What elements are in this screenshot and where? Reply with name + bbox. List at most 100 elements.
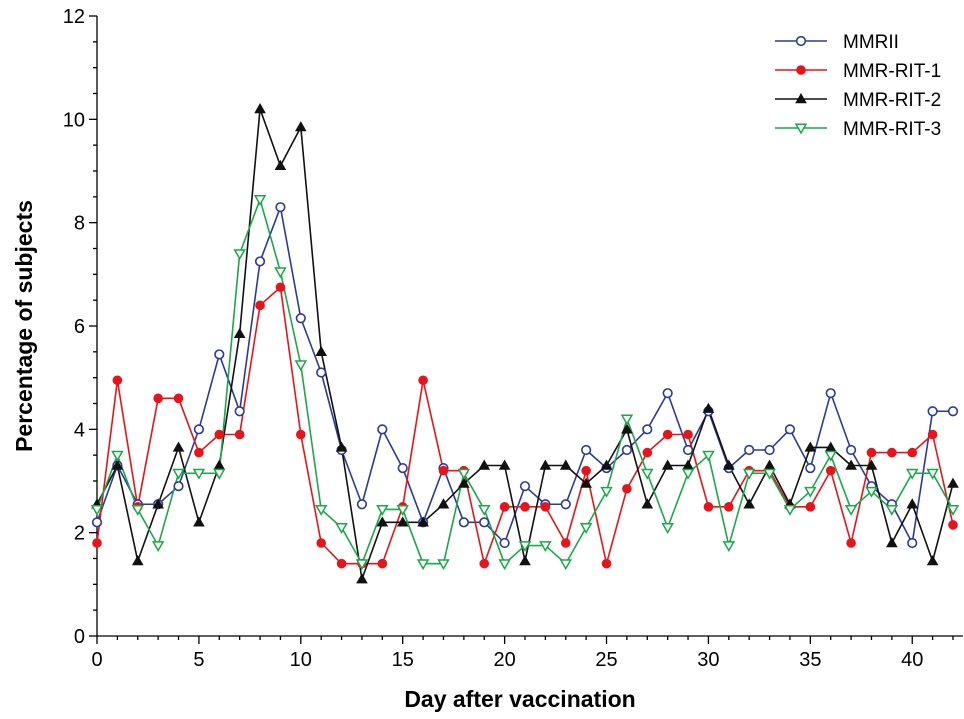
data-point xyxy=(844,504,858,516)
data-point xyxy=(397,462,408,474)
data-point xyxy=(662,388,673,399)
data-point xyxy=(499,537,510,549)
data-point xyxy=(763,459,776,470)
data-point xyxy=(622,483,632,494)
data-point xyxy=(315,345,327,357)
y-tick-label: 0 xyxy=(74,626,85,648)
data-point xyxy=(520,502,530,512)
data-point xyxy=(540,502,551,512)
data-point xyxy=(499,502,510,512)
data-point xyxy=(560,499,571,510)
data-point xyxy=(519,555,531,566)
data-point xyxy=(743,498,755,509)
legend-label: MMR-RIT-3 xyxy=(843,119,941,140)
data-point xyxy=(92,538,102,548)
x-tick-label: 40 xyxy=(901,649,923,671)
data-point xyxy=(458,477,470,488)
data-point xyxy=(418,375,428,386)
y-tick-label: 12 xyxy=(63,6,85,28)
data-point xyxy=(478,459,491,470)
y-tick-label: 2 xyxy=(74,523,85,545)
data-point xyxy=(214,429,225,440)
data-point xyxy=(377,558,388,569)
y-tick-label: 10 xyxy=(63,109,85,131)
series-markers-mmrii xyxy=(91,202,959,549)
legend-swatch-marker xyxy=(796,65,806,75)
y-tick-label: 8 xyxy=(74,213,85,235)
x-tick-label: 30 xyxy=(697,649,719,671)
data-point xyxy=(295,121,307,132)
data-point xyxy=(437,498,450,509)
series-markers-mmr-rit-1 xyxy=(92,282,958,569)
legend: MMRII MMR-RIT-1 MMR-RIT-2 MMR-RIT-3 xyxy=(775,32,941,140)
legend-item: MMR-RIT-1 xyxy=(775,61,941,82)
data-point xyxy=(682,444,694,456)
data-point xyxy=(316,367,327,378)
data-point xyxy=(274,267,287,279)
legend-item: MMRII xyxy=(775,32,899,53)
data-point xyxy=(253,194,267,206)
data-point xyxy=(581,465,591,476)
data-point xyxy=(539,459,552,470)
data-point xyxy=(744,444,755,456)
data-point xyxy=(885,504,899,516)
data-point xyxy=(804,486,817,498)
data-point xyxy=(866,447,877,458)
data-point xyxy=(172,441,185,452)
data-point xyxy=(804,441,817,452)
x-tick-label: 35 xyxy=(799,649,821,671)
data-point xyxy=(151,541,165,553)
data-point xyxy=(764,444,775,456)
data-point xyxy=(886,537,898,548)
data-point xyxy=(621,444,633,456)
data-point xyxy=(254,256,266,267)
data-point xyxy=(907,537,918,549)
x-tick-label: 0 xyxy=(91,649,102,671)
data-point xyxy=(702,450,715,462)
data-point xyxy=(458,517,469,528)
data-point xyxy=(560,538,571,548)
data-point xyxy=(234,429,245,440)
data-point xyxy=(214,349,225,360)
data-point xyxy=(805,502,816,512)
data-point xyxy=(702,402,715,413)
data-point xyxy=(845,459,857,470)
data-point xyxy=(255,300,265,311)
x-tick-label: 5 xyxy=(193,649,204,671)
data-point xyxy=(274,159,287,171)
data-point xyxy=(641,468,654,480)
data-point xyxy=(825,388,836,399)
data-point xyxy=(681,468,695,480)
y-ticks: 0 2 4 6 8 10 12 xyxy=(63,6,97,648)
data-point xyxy=(723,459,735,470)
data-point xyxy=(621,423,633,434)
legend-swatch-marker xyxy=(794,123,808,135)
y-tick-label: 6 xyxy=(74,316,85,338)
data-point xyxy=(213,459,226,470)
data-point xyxy=(947,406,959,417)
y-axis-title: Percentage of subjects xyxy=(11,200,37,452)
data-point xyxy=(825,465,836,476)
y-tick-label: 4 xyxy=(74,419,85,441)
data-point xyxy=(192,468,206,480)
series-markers-mmr-rit-3 xyxy=(90,194,960,571)
data-point xyxy=(233,327,246,338)
data-point xyxy=(91,517,103,528)
data-point xyxy=(294,360,308,372)
data-point xyxy=(926,555,939,566)
data-point xyxy=(233,249,246,261)
data-point xyxy=(703,502,714,512)
data-point xyxy=(662,429,673,440)
data-point xyxy=(539,541,552,553)
data-point xyxy=(661,523,674,534)
data-point xyxy=(946,504,960,516)
data-point xyxy=(518,541,532,553)
data-point xyxy=(600,486,613,498)
data-point xyxy=(887,447,897,458)
series-mmrii xyxy=(96,206,953,544)
data-point xyxy=(131,555,144,566)
data-point xyxy=(722,541,736,553)
data-point xyxy=(213,468,226,480)
data-point xyxy=(355,559,369,571)
data-point xyxy=(336,558,347,569)
